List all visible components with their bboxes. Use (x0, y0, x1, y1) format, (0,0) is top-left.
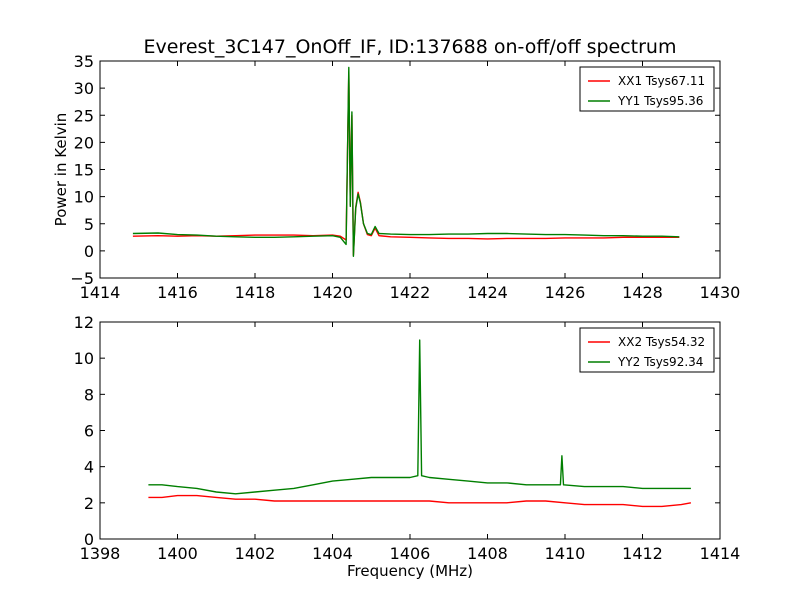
y-tick-label: 2 (84, 494, 94, 513)
y-tick-label: 35 (74, 52, 94, 71)
bottom-spectrum-plot: 1398 1400 1402 1404 1406 1408 1410 1412 1414 0 2 4 6… (74, 313, 741, 580)
legend: XX2 Tsys54.32 YY2 Tsys92.34 (579, 327, 715, 373)
x-tick-label: 1412 (622, 544, 663, 563)
x-tick-label: 1414 (700, 544, 741, 563)
legend: XX1 Tsys67.11 YY1 Tsys95.36 (579, 66, 715, 112)
x-axis-label: Frequency (MHz) (347, 562, 473, 580)
x-tick-label: 1408 (467, 544, 508, 563)
y-tick-label: 10 (74, 349, 94, 368)
y-tick-label: 30 (74, 79, 94, 98)
y-tick-label: 20 (74, 133, 94, 152)
x-tick-label: 1398 (80, 544, 121, 563)
legend-label: YY1 Tsys95.36 (617, 94, 703, 108)
y-tick-label: 15 (74, 161, 94, 180)
x-tick-label: 1404 (312, 544, 353, 563)
x-tick-label: 1428 (622, 283, 663, 302)
x-tick-label: 1430 (700, 283, 741, 302)
x-tick-label: 1402 (235, 544, 276, 563)
x-tick-label: 1406 (390, 544, 431, 563)
legend-box (579, 66, 715, 112)
x-tick-label: 1424 (467, 283, 508, 302)
legend-box (579, 327, 715, 373)
x-tick-label: 1410 (545, 544, 586, 563)
figure-title: Everest_3C147_OnOff_IF, ID:137688 on-off… (143, 36, 676, 58)
x-tick-label: 1420 (312, 283, 353, 302)
series-group (148, 339, 692, 508)
top-spectrum-plot: 1414 1416 1418 1420 1422 1424 1426 1428 1430 −5 0 5… (52, 52, 740, 302)
y-tick-label: 0 (84, 530, 94, 549)
x-tick-label: 1414 (80, 283, 121, 302)
y-tick-label: 8 (84, 385, 94, 404)
legend-label: YY2 Tsys92.34 (617, 355, 703, 369)
y-tick-label: 10 (74, 188, 94, 207)
y-tick-label: −5 (70, 269, 94, 288)
series-line-2 (132, 66, 680, 257)
y-tick-label: 5 (84, 215, 94, 234)
series-line-2 (148, 339, 691, 495)
y-axis-label: Power in Kelvin (52, 113, 70, 227)
series-group (132, 66, 680, 257)
y-tick-label: 25 (74, 106, 94, 125)
series-line-1 (148, 494, 692, 508)
x-tick-label: 1418 (235, 283, 276, 302)
y-tick-label: 6 (84, 422, 94, 441)
x-tick-label: 1400 (157, 544, 198, 563)
legend-label: XX1 Tsys67.11 (618, 74, 705, 88)
y-tick-label: 12 (74, 313, 94, 332)
y-tick-label: 4 (84, 458, 94, 477)
y-tick-label: 0 (84, 242, 94, 261)
x-tick-label: 1426 (545, 283, 586, 302)
legend-label: XX2 Tsys54.32 (618, 335, 705, 349)
x-tick-label: 1416 (157, 283, 198, 302)
x-tick-label: 1422 (390, 283, 431, 302)
